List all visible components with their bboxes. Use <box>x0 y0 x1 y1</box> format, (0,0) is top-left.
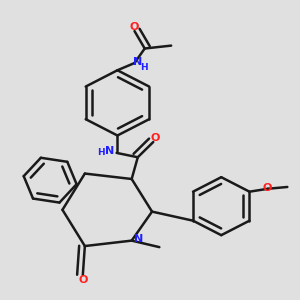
Text: O: O <box>130 22 139 32</box>
Text: N: N <box>133 57 142 67</box>
Text: O: O <box>150 133 160 143</box>
Text: H: H <box>97 148 105 158</box>
Text: H: H <box>140 63 148 72</box>
Text: N: N <box>134 234 143 244</box>
Text: O: O <box>78 275 88 285</box>
Text: N: N <box>106 146 115 156</box>
Text: O: O <box>262 183 272 193</box>
